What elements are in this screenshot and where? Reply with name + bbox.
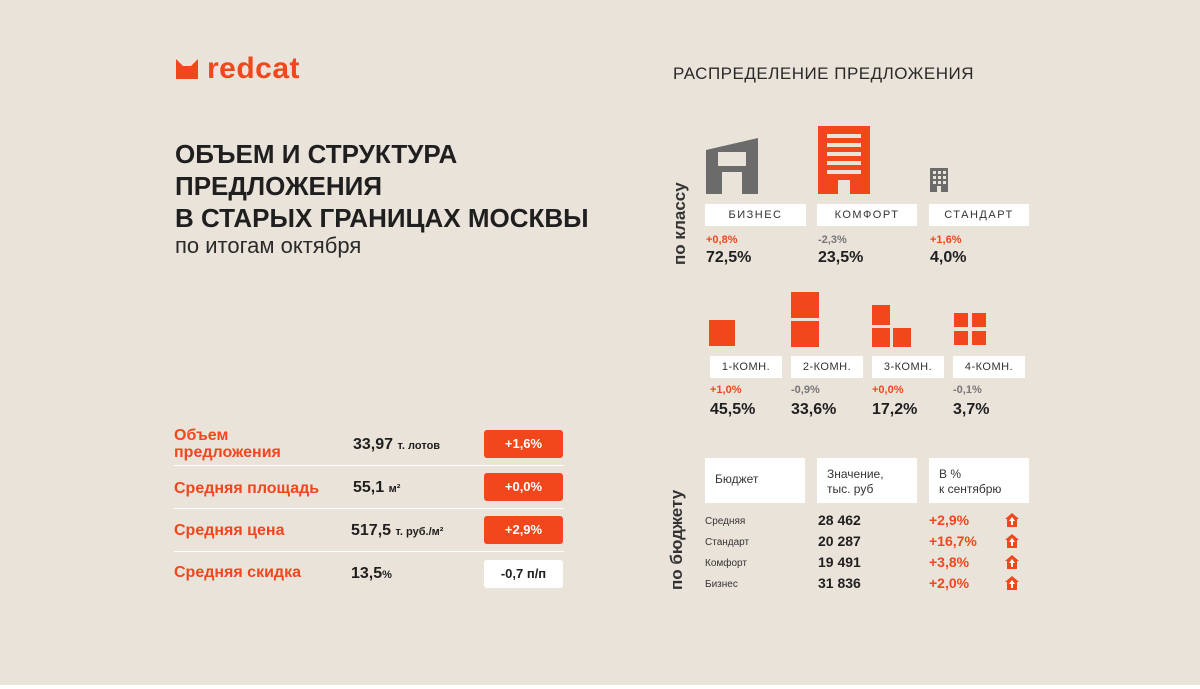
room-label-3: 3-КОМН. [872,356,944,378]
class-delta-standard: +1,6% [930,234,962,246]
metric-value-area: 55,1 м² [353,479,400,497]
room-delta-1: +1,0% [710,384,742,396]
room-share-2: 33,6% [791,401,837,418]
class-share-standard: 4,0% [930,249,967,266]
three-room-icon [872,305,911,347]
table-row-change: +3,8% [929,554,970,570]
table-header-budget: Бюджет [705,458,805,503]
metric-number: 517,5 [351,522,392,539]
metric-divider [174,465,564,466]
house-up-icon [1005,555,1019,569]
room-delta-4: -0,1% [953,384,982,396]
room-label-2: 2-КОМН. [791,356,863,378]
brand-name: redcat [207,52,301,85]
metric-number: 13,5 [351,565,383,582]
house-up-icon [1005,513,1019,527]
business-building-icon [706,138,758,194]
brand-logo: redcat [175,52,300,86]
table-row-value: 19 491 [818,554,861,570]
one-room-icon [709,320,735,346]
four-room-icon [954,313,986,345]
metric-value-volume: 33,97 т. лотов [353,436,440,454]
table-header-value: Значение, тыс. руб [817,458,917,503]
metric-change-discount: -0,7 п/п [484,560,563,588]
header-line: В % [939,467,962,481]
table-row-change: +16,7% [929,533,977,549]
table-row-value: 20 287 [818,533,861,549]
metric-unit: % [382,569,392,581]
table-row-value: 28 462 [818,512,861,528]
title-line: ОБЪЕМ И СТРУКТУРА [175,139,458,169]
class-label-standard: СТАНДАРТ [929,204,1029,226]
metric-unit: т. лотов [397,440,441,452]
house-up-icon [1005,534,1019,548]
metric-label-area: Средняя площадь [174,480,320,497]
by-class-label: по классу [670,182,689,265]
metric-label-line: Объем [174,427,229,444]
metric-value-discount: 13,5% [351,565,392,583]
metric-label-discount: Средняя скидка [174,564,301,581]
by-budget-label: по бюджету [667,489,686,590]
metric-number: 33,97 [353,436,394,453]
class-delta-business: +0,8% [706,234,738,246]
two-room-icon [791,292,819,347]
room-label-4: 4-КОМН. [953,356,1025,378]
room-share-4: 3,7% [953,401,990,418]
metric-number: 55,1 [353,479,385,496]
table-row-change: +2,9% [929,512,970,528]
class-label-business: БИЗНЕС [705,204,806,226]
metric-divider [174,551,564,552]
comfort-building-icon [818,126,870,194]
header-line: Бюджет [715,472,759,486]
metric-unit: м² [388,483,401,495]
table-row-name: Средняя [705,516,746,527]
page-subtitle: по итогам октября [175,233,362,258]
room-delta-3: +0,0% [872,384,904,396]
metric-label-price: Средняя цена [174,522,285,539]
room-share-1: 45,5% [710,401,756,418]
table-row-name: Бизнес [705,579,738,590]
class-label-comfort: КОМФОРТ [817,204,917,226]
metric-value-price: 517,5 т. руб./м² [351,522,443,540]
cat-logo-icon [176,59,198,79]
table-header-change: В % к сентябрю [929,458,1029,503]
distribution-heading: РАСПРЕДЕЛЕНИЕ ПРЕДЛОЖЕНИЯ [673,64,974,83]
title-line: ПРЕДЛОЖЕНИЯ [175,171,383,201]
room-delta-2: -0,9% [791,384,820,396]
table-row-name: Стандарт [705,537,750,548]
title-line: В СТАРЫХ ГРАНИЦАХ МОСКВЫ [175,203,589,233]
house-up-icon [1005,576,1019,590]
room-label-1: 1-КОМН. [710,356,782,378]
page-title: ОБЪЕМ И СТРУКТУРА ПРЕДЛОЖЕНИЯ В СТАРЫХ Г… [175,138,589,234]
metric-divider [174,508,564,509]
class-share-comfort: 23,5% [818,249,864,266]
metric-change-area: +0,0% [484,473,563,501]
metric-label-volume: Объем предложения [174,427,281,461]
table-row-change: +2,0% [929,575,970,591]
header-line: тыс. руб [827,482,874,496]
room-share-3: 17,2% [872,401,918,418]
metric-change-price: +2,9% [484,516,563,544]
metric-label-line: предложения [174,444,281,461]
standard-building-icon [930,168,948,192]
header-line: Значение, [827,467,884,481]
table-row-value: 31 836 [818,575,861,591]
header-line: к сентябрю [939,482,1002,496]
class-share-business: 72,5% [706,249,752,266]
metric-unit: т. руб./м² [395,526,444,538]
table-row-name: Комфорт [705,558,747,569]
metric-change-volume: +1,6% [484,430,563,458]
class-delta-comfort: -2,3% [818,234,847,246]
